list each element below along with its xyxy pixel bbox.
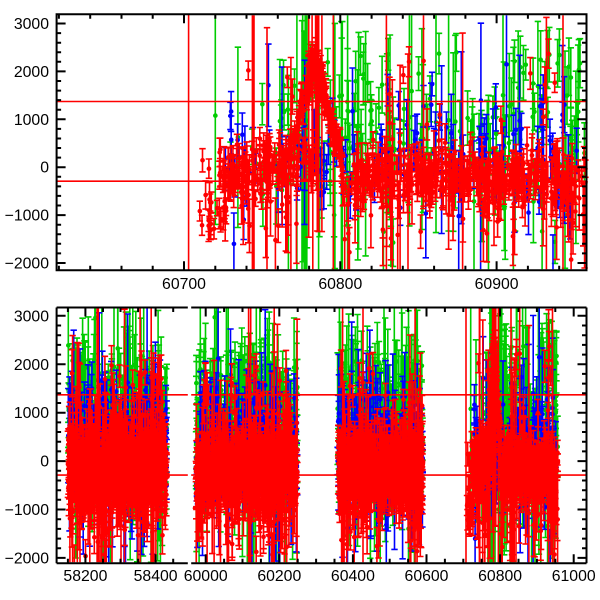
svg-text:58200: 58200 <box>63 568 107 585</box>
svg-text:−2000: −2000 <box>5 256 50 273</box>
svg-text:2000: 2000 <box>14 357 49 374</box>
svg-text:58400: 58400 <box>134 568 178 585</box>
svg-text:2000: 2000 <box>14 64 49 81</box>
svg-text:60900: 60900 <box>475 276 519 293</box>
svg-text:60400: 60400 <box>331 568 375 585</box>
svg-text:60800: 60800 <box>478 568 522 585</box>
svg-text:60800: 60800 <box>318 276 362 293</box>
svg-text:60000: 60000 <box>184 568 228 585</box>
svg-text:3000: 3000 <box>14 308 49 325</box>
svg-text:1000: 1000 <box>14 112 49 129</box>
svg-text:60200: 60200 <box>257 568 301 585</box>
svg-text:0: 0 <box>40 454 49 471</box>
svg-text:3000: 3000 <box>14 16 49 33</box>
svg-text:60700: 60700 <box>162 276 206 293</box>
svg-text:1000: 1000 <box>14 405 49 422</box>
svg-text:0: 0 <box>40 160 49 177</box>
svg-text:61000: 61000 <box>552 568 596 585</box>
svg-text:60600: 60600 <box>405 568 449 585</box>
svg-text:−1000: −1000 <box>5 208 50 225</box>
svg-text:−2000: −2000 <box>5 550 50 567</box>
svg-text:−1000: −1000 <box>5 502 50 519</box>
